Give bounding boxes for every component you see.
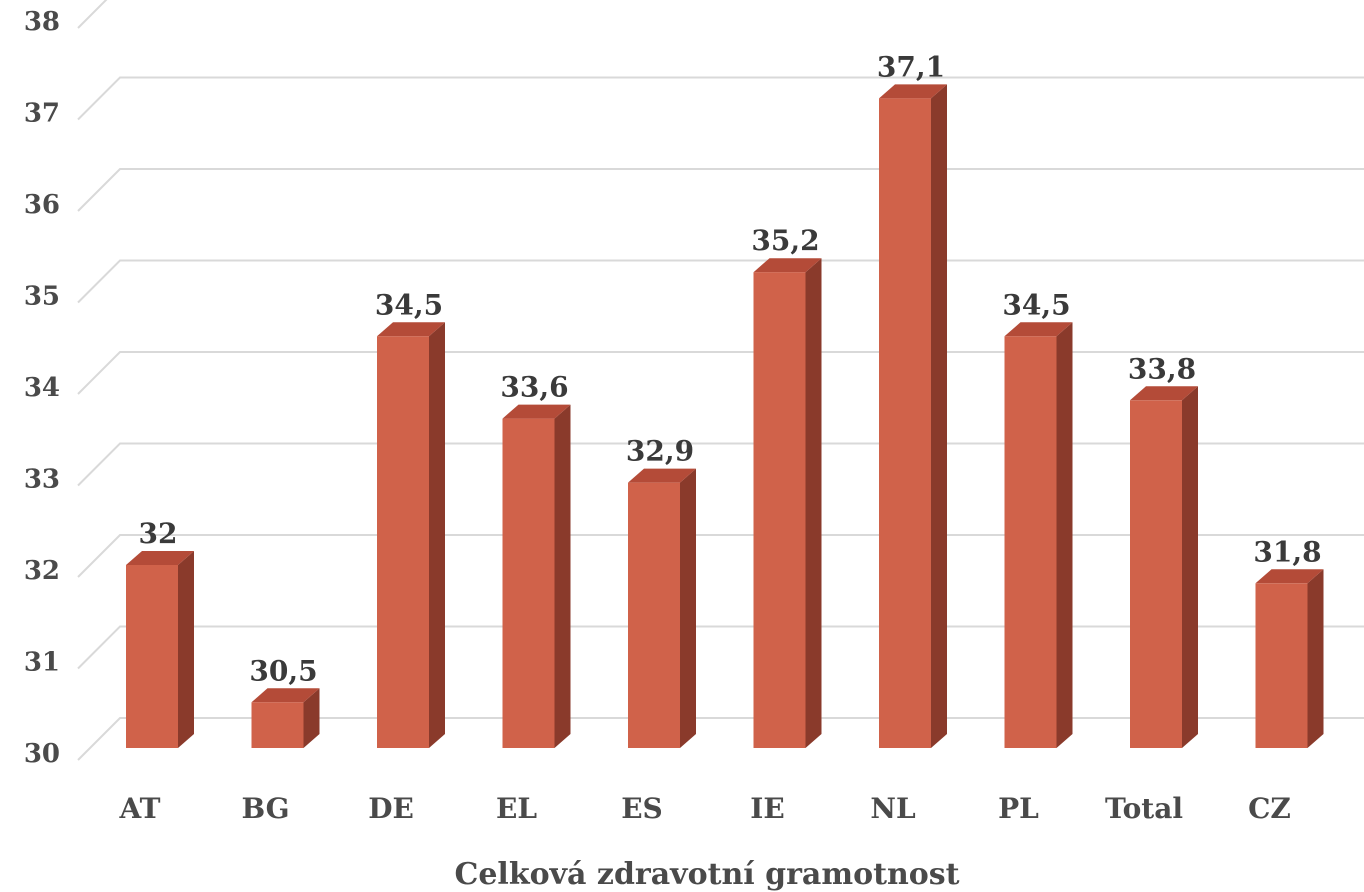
bar-ES [628,468,696,748]
y-tick-label-4: 34 [24,373,60,403]
data-label-BG: 30,5 [249,654,317,687]
data-label-AT: 32 [139,517,178,550]
bar-front-Total [1130,400,1182,748]
bar-PL [1004,322,1073,748]
x-tick-label-EL: EL [496,792,537,825]
x-tick-label-AT: AT [118,792,160,825]
bar-front-CZ [1255,583,1308,748]
bar-side-CZ [1307,569,1324,748]
bar-side-NL [931,84,947,749]
x-tick-label-BG: BG [241,792,289,825]
bar-top-DE [377,322,445,337]
gridline-7 [77,76,1364,121]
y-axis-ticks: 30 31 32 33 34 35 36 37 38 [24,7,60,769]
y-tick-label-6: 36 [24,190,60,220]
gridline-5 [77,259,1364,304]
bar-front-AT [126,565,178,748]
gridline-0 [77,717,1364,761]
gridline-6 [77,168,1364,212]
bar-CZ [1255,569,1324,748]
data-labels: 32 30,5 34,5 33,6 32,9 35,2 37,1 34,5 33,8 31,8 [139,50,1322,687]
bar-side-AT [178,551,194,748]
bar-side-IE [805,258,822,748]
x-tick-label-Total: Total [1105,792,1183,825]
bar-top-PL [1004,322,1073,337]
x-tick-label-CZ: CZ [1248,792,1291,825]
y-tick-label-2: 32 [24,556,60,586]
gridline-2 [77,534,1364,578]
bars [126,84,1324,749]
gridline-8 [77,0,108,29]
y-tick-label-3: 33 [24,465,60,495]
x-tick-label-DE: DE [368,792,414,825]
bar-front-NL [879,98,931,749]
bar-top-EL [502,404,571,419]
x-tick-label-ES: ES [621,792,663,825]
bar-top-ES [628,468,696,483]
bar-top-Total [1130,386,1198,401]
gridline-4 [77,351,1364,395]
gridline-1 [77,625,1364,670]
gridlines [77,0,1364,761]
bar-top-AT [126,551,194,565]
bar-front-ES [628,482,680,748]
y-tick-label-5: 35 [24,282,60,312]
data-label-CZ: 31,8 [1253,535,1321,568]
bar-side-EL [554,404,571,748]
x-axis-title: Celková zdravotní gramotnost [454,857,959,892]
bar-front-BG [251,702,304,748]
bar-front-IE [753,272,806,748]
bar-IE [753,258,822,748]
data-label-ES: 32,9 [626,435,694,468]
bar-top-IE [753,258,822,273]
data-label-Total: 33,8 [1128,352,1196,385]
y-tick-label-1: 31 [24,648,60,678]
bar-AT [126,551,194,748]
bar-top-NL [879,84,947,99]
bar-top-CZ [1255,569,1324,584]
x-axis-ticks: AT BG DE EL ES IE NL PL Total CZ [118,792,1290,825]
bar-front-DE [377,336,429,748]
bar-side-BG [303,688,320,748]
bar-BG [251,688,320,748]
gridline-3 [77,442,1364,487]
bar-side-Total [1182,386,1198,748]
data-label-PL: 34,5 [1002,288,1070,321]
x-tick-label-IE: IE [750,792,784,825]
data-label-EL: 33,6 [500,371,568,404]
bar-NL [879,84,947,749]
y-tick-label-0: 30 [24,739,60,769]
bar-EL [502,404,571,748]
bar-side-PL [1056,322,1073,748]
data-label-NL: 37,1 [877,50,945,83]
y-tick-label-8: 38 [24,7,60,37]
bar-Total [1130,386,1198,748]
bar-front-PL [1004,336,1057,748]
bar-side-DE [429,322,445,748]
bar-top-BG [251,688,320,703]
bar-side-ES [680,468,696,748]
x-tick-label-NL: NL [870,792,916,825]
y-tick-label-7: 37 [24,99,60,129]
bar-DE [377,322,445,748]
data-label-DE: 34,5 [375,288,443,321]
x-tick-label-PL: PL [998,792,1039,825]
bar-front-EL [502,418,555,748]
data-label-IE: 35,2 [751,224,819,257]
